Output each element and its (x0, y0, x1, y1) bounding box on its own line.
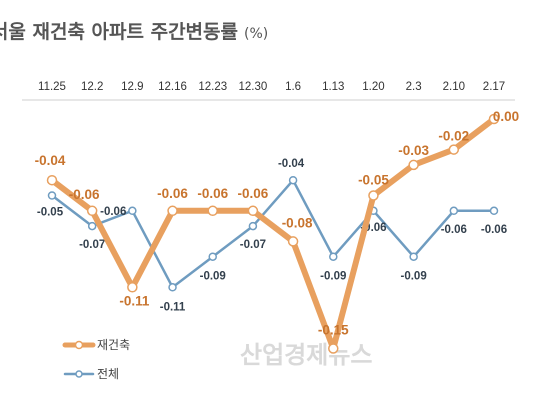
data-label-rebuild: -0.02 (438, 129, 469, 144)
data-label-rebuild: -0.08 (282, 215, 313, 230)
data-label-rebuild: -0.06 (197, 186, 228, 201)
data-label-total: -0.07 (240, 239, 266, 251)
data-label-rebuild: -0.06 (69, 187, 100, 202)
x-tick-label: 12.2 (81, 81, 103, 93)
point-total (248, 221, 258, 231)
point-rebuild (448, 144, 460, 155)
data-label-rebuild: -0.15 (318, 323, 349, 338)
point-total (449, 206, 459, 216)
data-label-total: -0.09 (200, 271, 226, 283)
x-tick-label: 12.23 (198, 81, 227, 93)
point-total (208, 252, 217, 261)
point-rebuild (368, 190, 379, 201)
data-label-rebuild: -0.06 (157, 186, 188, 201)
series-layer: -0.05 -0.07 -0.06 -0.11 -0.09 -0.07 -0.04 -0.09… (35, 109, 519, 354)
data-label-rebuild: -0.11 (119, 293, 150, 308)
x-tick-label: 2.17 (483, 81, 505, 93)
point-rebuild (408, 159, 419, 171)
data-label-total: -0.06 (481, 224, 507, 236)
point-rebuild (247, 205, 259, 217)
chart-title: 서울 재건축 아파트 주간변동률 (0, 21, 238, 43)
point-rebuild (167, 205, 178, 217)
point-rebuild (46, 174, 58, 186)
data-label-total: -0.06 (441, 224, 467, 236)
data-label-rebuild: -0.03 (398, 143, 429, 158)
data-label-total: -0.06 (100, 206, 126, 218)
x-tick-label: 1.13 (322, 81, 344, 93)
x-tick-label: 2.3 (406, 81, 422, 93)
x-tick-label: 11.25 (38, 81, 66, 93)
point-total (489, 206, 499, 216)
data-label-total: -0.09 (401, 271, 427, 283)
data-label-total: -0.04 (278, 158, 305, 170)
data-label-rebuild: -0.04 (35, 153, 66, 168)
point-total (128, 206, 137, 216)
legend: 재건축 전체 (62, 338, 130, 381)
point-total (47, 191, 57, 200)
point-rebuild (488, 113, 500, 125)
data-label-rebuild: 0.00 (493, 109, 519, 124)
legend-item-total: 전체 (63, 367, 119, 381)
x-tick-label: 12.16 (158, 81, 187, 93)
point-total (168, 283, 177, 292)
data-label-total: -0.09 (320, 271, 346, 283)
data-label-rebuild: -0.06 (238, 186, 269, 201)
point-rebuild (127, 282, 138, 293)
x-tick-label: 12.30 (239, 81, 268, 93)
point-rebuild (328, 343, 339, 354)
x-tick-label: 12.9 (121, 81, 143, 93)
series-line-total (50, 178, 496, 289)
chart-title-unit: (%) (244, 26, 268, 42)
point-total (409, 252, 418, 261)
point-rebuild (287, 236, 299, 247)
legend-marker-rebuild (74, 340, 84, 350)
point-total (329, 252, 338, 261)
x-tick-label: 2.10 (443, 81, 465, 93)
point-rebuild (207, 205, 218, 217)
legend-item-rebuild: 재건축 (62, 338, 130, 352)
legend-label-rebuild: 재건축 (97, 338, 130, 352)
series-line-rebuild (49, 116, 497, 352)
watermark: 산업경제뉴스 (240, 341, 372, 369)
series-total: -0.05 -0.07 -0.06 -0.11 -0.09 -0.07 -0.04 -0.09… (37, 158, 507, 313)
point-total (288, 175, 298, 185)
x-axis-ticks: 11.25 12.2 12.9 12.16 12.23 12.30 1.6 1.13 1.20 2… (38, 81, 505, 93)
legend-label-total: 전체 (97, 367, 119, 381)
x-tick-label: 1.20 (362, 81, 384, 93)
point-total (87, 221, 97, 231)
data-label-total: -0.11 (160, 301, 186, 313)
data-label-rebuild: -0.05 (358, 173, 389, 188)
point-rebuild (86, 205, 98, 217)
series-rebuild: -0.04-0.06-0.11-0.06 -0.06 -0.06-0.08-0.15… (35, 109, 519, 354)
data-label-total: -0.05 (37, 207, 64, 219)
legend-marker-total (75, 370, 83, 378)
data-label-total: -0.07 (79, 239, 105, 251)
x-tick-label: 1.6 (285, 81, 301, 93)
